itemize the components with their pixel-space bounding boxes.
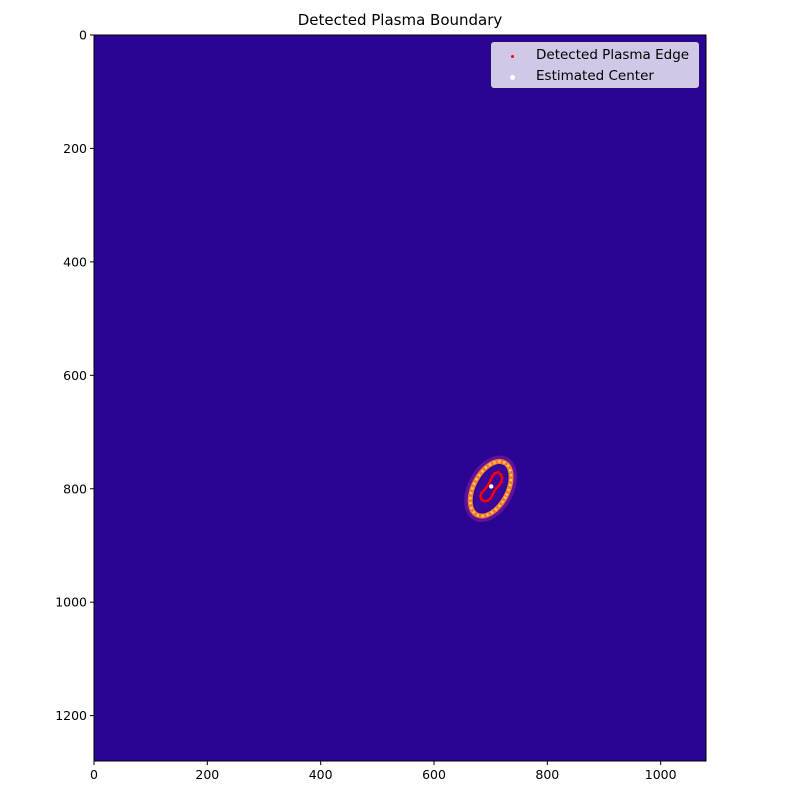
x-tick-label: 400 [309, 767, 333, 782]
edge-point [499, 473, 503, 476]
edge-point [496, 470, 500, 474]
edge-point [483, 499, 486, 503]
legend: Detected Plasma Edge Estimated Center [491, 42, 699, 88]
x-tick-label: 0 [90, 767, 98, 782]
edge-point [489, 496, 493, 500]
edge-point [493, 472, 497, 475]
legend-item-edge: Detected Plasma Edge [492, 46, 700, 66]
edge-point [490, 474, 494, 478]
edge-point [487, 482, 491, 486]
legend-item-center: Estimated Center [492, 67, 700, 87]
edge-point [485, 485, 489, 489]
center-point [489, 484, 494, 489]
x-tick-label: 1000 [645, 767, 677, 782]
x-tick-label: 800 [535, 767, 559, 782]
edge-point [479, 494, 482, 498]
edge-point [500, 480, 503, 484]
y-tick-label: 600 [63, 368, 87, 383]
edge-point [490, 493, 494, 497]
y-tick-label: 800 [63, 481, 87, 496]
ring-bright [468, 460, 513, 518]
series-layer [479, 470, 504, 503]
plot-frame [93, 34, 707, 762]
edge-point [480, 491, 483, 495]
x-tick-label: 600 [422, 767, 446, 782]
y-axis: 0 200 400 600 800 1000 1200 [55, 28, 94, 723]
chart-title: Detected Plasma Boundary [297, 11, 503, 29]
y-tick-label: 1200 [55, 708, 87, 723]
edge-point [486, 499, 490, 503]
plot-area-background [94, 35, 706, 761]
x-axis: 0 200 400 600 800 1000 [90, 761, 677, 782]
y-tick-label: 1000 [55, 595, 87, 610]
edge-point [483, 488, 486, 492]
edge-point [494, 486, 498, 490]
legend-label-edge: Detected Plasma Edge [536, 47, 690, 63]
edge-point [480, 498, 483, 501]
y-tick-label: 400 [63, 254, 87, 269]
series-edge [479, 470, 504, 503]
edge-point [489, 478, 493, 482]
legend-label-center: Estimated Center [536, 68, 654, 84]
y-tick-label: 200 [63, 141, 87, 156]
y-tick-label: 0 [79, 28, 87, 43]
x-tick-label: 200 [195, 767, 219, 782]
edge-point [492, 490, 496, 493]
edge-point [500, 476, 504, 480]
edge-point [497, 483, 501, 487]
ring-halo [464, 455, 518, 522]
legend-marker-edge [511, 55, 514, 58]
legend-marker-center [510, 75, 515, 80]
